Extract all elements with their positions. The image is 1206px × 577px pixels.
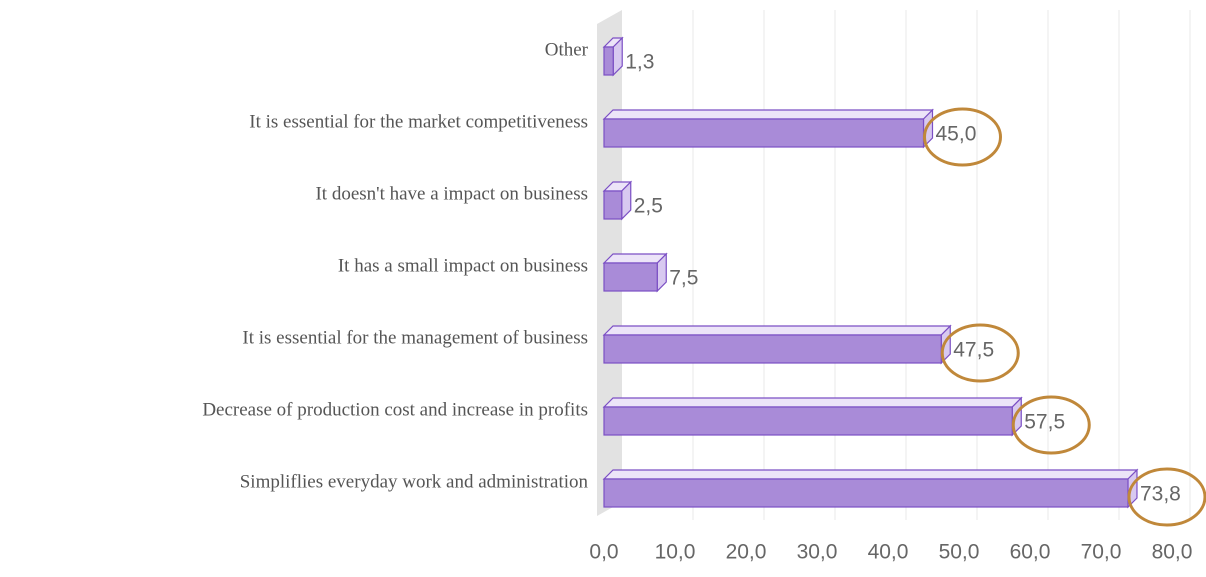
value-label: 45,0 <box>936 123 977 146</box>
bar-face <box>603 46 614 76</box>
highlight-circle <box>923 107 1002 167</box>
highlight-circle <box>1011 395 1091 455</box>
bar <box>602 396 1023 437</box>
x-tick-label: 20,0 <box>726 541 767 564</box>
category-label: It has a small impact on business <box>338 255 588 276</box>
bar <box>602 324 952 365</box>
value-label: 73,8 <box>1140 483 1181 506</box>
bar-face <box>603 262 658 292</box>
value-label: 1,3 <box>625 51 654 74</box>
category-label: It is essential for the management of bu… <box>242 327 588 348</box>
x-tick-label: 10,0 <box>655 541 696 564</box>
x-tick-label: 70,0 <box>1081 541 1122 564</box>
x-tick-label: 50,0 <box>939 541 980 564</box>
value-label: 47,5 <box>953 339 994 362</box>
x-tick-label: 40,0 <box>868 541 909 564</box>
highlight-circle <box>940 323 1020 383</box>
x-tick-label: 60,0 <box>1010 541 1051 564</box>
category-label: It is essential for the market competiti… <box>249 111 588 132</box>
bar-face <box>603 190 623 220</box>
x-tick-label: 30,0 <box>797 541 838 564</box>
bar-face <box>603 118 925 148</box>
bar <box>602 180 633 221</box>
category-label: It doesn't have a impact on business <box>315 183 588 204</box>
bar <box>602 36 624 77</box>
bar-face <box>602 253 668 264</box>
bar-face <box>603 406 1013 436</box>
bar <box>602 252 668 293</box>
value-label: 7,5 <box>669 267 698 290</box>
bar-face <box>603 478 1129 508</box>
x-tick-label: 0,0 <box>589 541 618 564</box>
bar-face <box>602 469 1139 480</box>
highlight-circle <box>1127 467 1206 527</box>
x-tick-label: 80,0 <box>1152 541 1193 564</box>
value-label: 2,5 <box>634 195 663 218</box>
bar-face <box>603 334 942 364</box>
category-label: Other <box>545 39 589 60</box>
bar-face <box>602 397 1023 408</box>
category-label: Simpliflies everyday work and administra… <box>240 471 589 492</box>
value-label: 57,5 <box>1024 411 1065 434</box>
bar-face <box>602 109 934 120</box>
bar <box>602 108 934 149</box>
bar <box>602 468 1139 509</box>
category-label: Decrease of production cost and increase… <box>202 399 588 420</box>
bar-face <box>602 325 952 336</box>
